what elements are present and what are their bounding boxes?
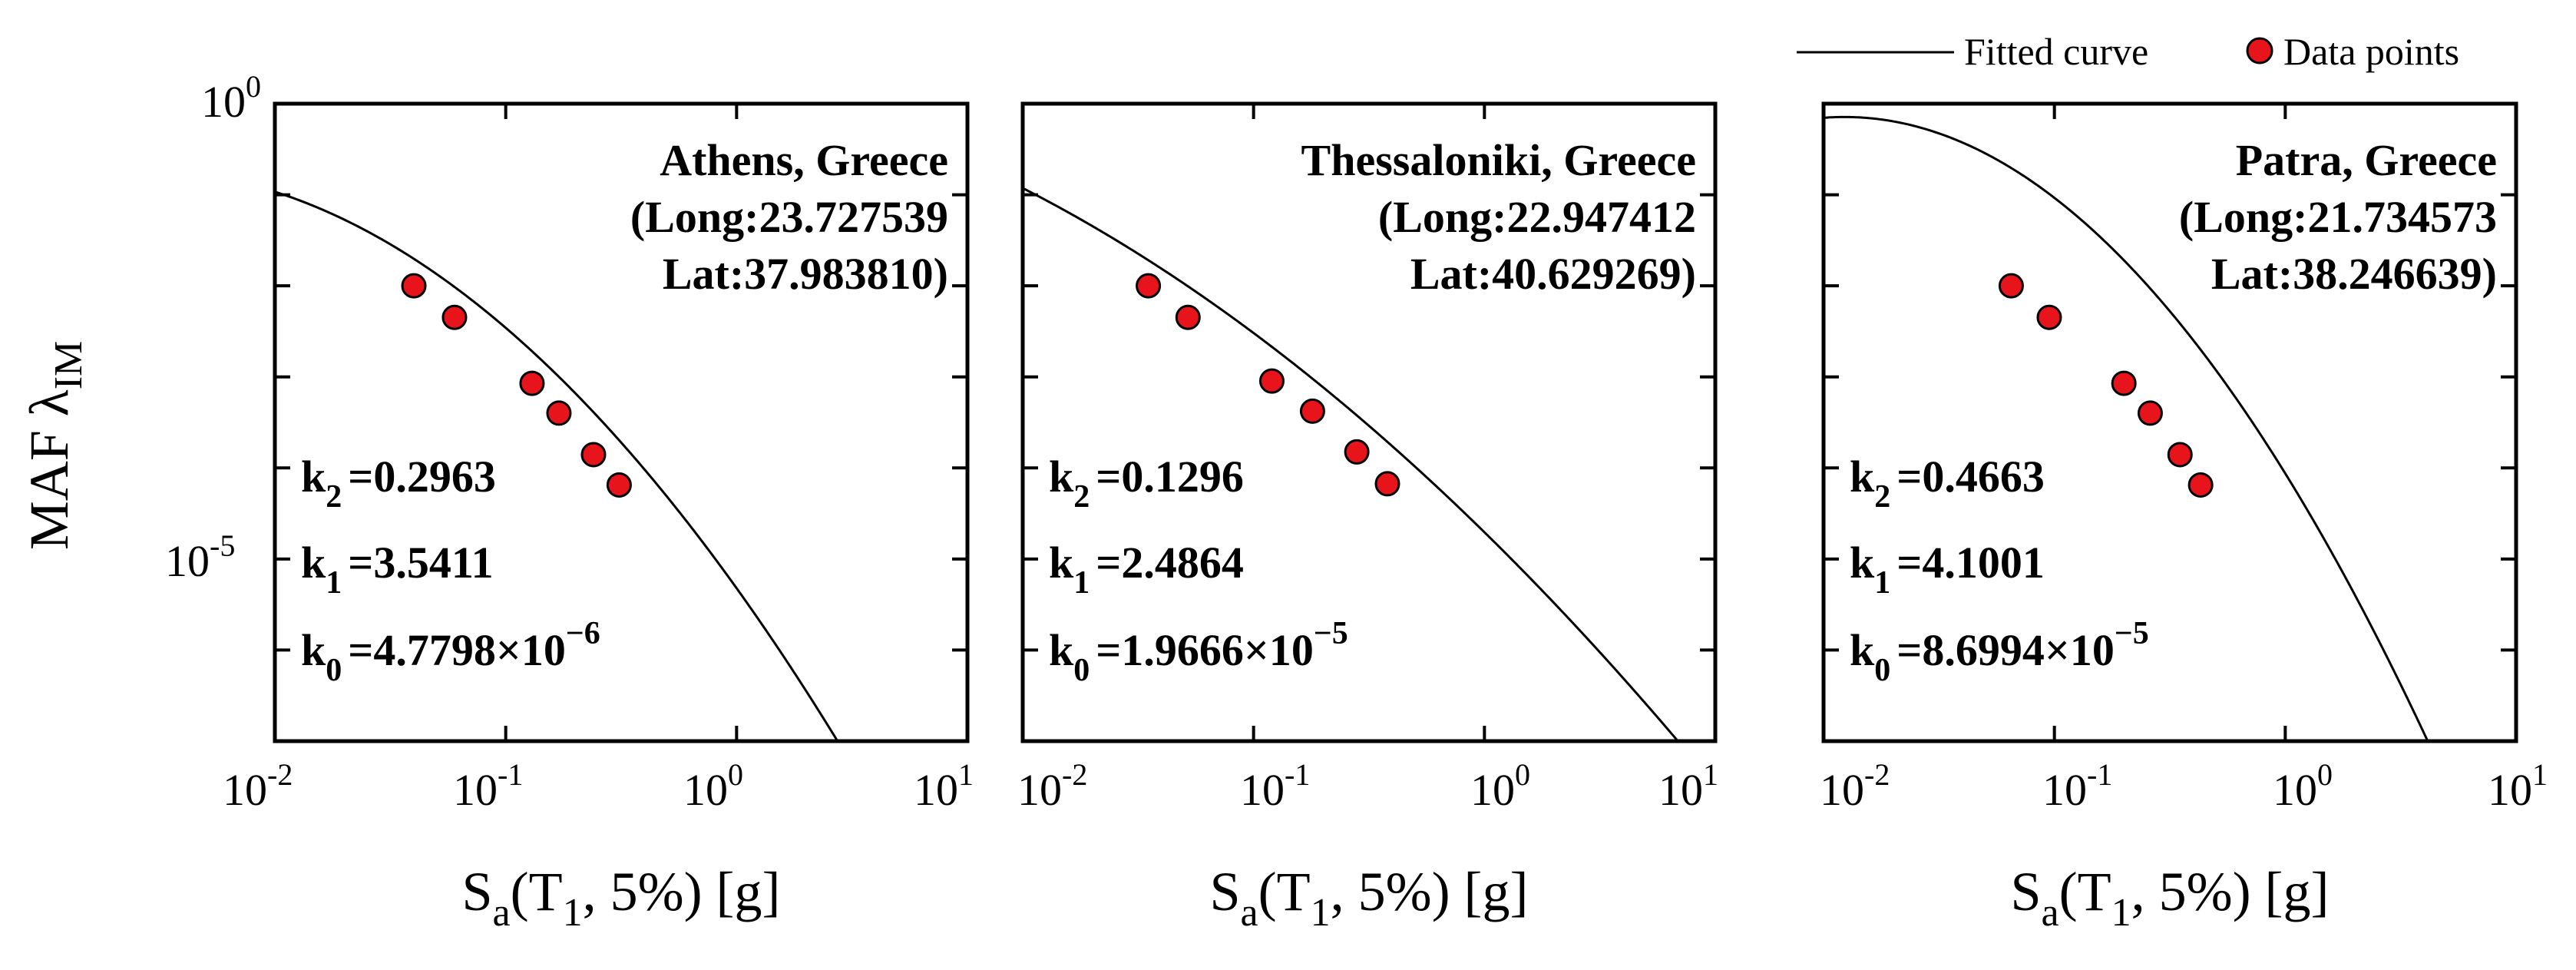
x-tick-label-1e1: 101 xyxy=(2488,757,2548,815)
data-point xyxy=(1175,304,1201,330)
data-point xyxy=(1374,471,1400,497)
data-points xyxy=(1998,273,2214,498)
y-tick-labels: 100 10-5 xyxy=(165,69,261,586)
data-point xyxy=(1299,398,1325,424)
legend-marker-label: Data points xyxy=(2283,30,2459,73)
location-longitude: (Long:21.734573 xyxy=(2179,192,2497,242)
svg-text:MAF λIM: MAF λIM xyxy=(18,341,91,551)
data-point xyxy=(1344,439,1370,465)
legend-marker-swatch xyxy=(2246,37,2273,65)
data-point xyxy=(2167,442,2193,468)
location-title: Athens, Greece xyxy=(660,135,948,185)
tick-marks xyxy=(1822,102,2518,743)
data-point xyxy=(1998,273,2024,299)
data-point xyxy=(2187,472,2214,498)
parameter-annotation: k2 =0.4663 k1 =4.1001 k0 =8.6994×10−5 xyxy=(1850,452,2149,688)
y-tick-label-1e-5: 10-5 xyxy=(165,528,235,586)
location-title: Patra, Greece xyxy=(2236,135,2497,185)
location-longitude: (Long:22.947412 xyxy=(1378,192,1696,242)
fitted-curve xyxy=(274,190,839,742)
data-points xyxy=(1136,273,1400,497)
y-axis-label-sub: IM xyxy=(47,341,91,390)
param-k2: k2 =0.1296 xyxy=(1049,452,1244,515)
data-point xyxy=(546,400,572,426)
x-tick-label-1e-1: 10-1 xyxy=(2042,757,2112,815)
plot-frame xyxy=(1020,101,1718,743)
x-tick-label-1e0: 100 xyxy=(683,757,743,815)
param-k0: k0 =8.6994×10−5 xyxy=(1850,616,2149,688)
data-point xyxy=(580,442,607,468)
x-tick-label-1e-2: 10-2 xyxy=(223,757,293,815)
panel-athens: 100 10-5 10-2 10-1 100 101 Sa(T1, 5%) [g… xyxy=(165,69,974,935)
data-point xyxy=(519,370,545,396)
x-tick-label-1e-1: 10-1 xyxy=(1240,757,1310,815)
location-longitude: (Long:23.727539 xyxy=(630,192,948,242)
data-point xyxy=(2036,304,2062,330)
x-tick-label-1e-2: 10-2 xyxy=(1820,757,1890,815)
plot-frame xyxy=(273,101,970,743)
param-k1: k1 =4.1001 xyxy=(1850,538,2045,601)
x-axis-label: Sa(T1, 5%) [g] xyxy=(2010,861,2329,935)
data-point xyxy=(1136,273,1162,299)
panel-patra: 10-2 10-1 100 101 Sa(T1, 5%) [g] Patra, … xyxy=(1820,101,2548,935)
x-tick-labels: 10-2 10-1 100 101 xyxy=(1017,757,1718,815)
data-point xyxy=(401,273,427,299)
param-k1: k1 =3.5411 xyxy=(301,538,494,601)
y-axis-label: MAF λIM xyxy=(18,341,91,551)
legend: Fitted curve Data points xyxy=(1797,30,2459,73)
param-k2: k2 =0.2963 xyxy=(301,452,496,515)
data-point xyxy=(2111,370,2137,396)
param-k2: k2 =0.4663 xyxy=(1850,452,2045,515)
parameter-annotation: k2 =0.2963 k1 =3.5411 k0 =4.7798×10−6 xyxy=(301,452,600,688)
data-point xyxy=(2137,400,2163,426)
param-k0: k0 =1.9666×10−5 xyxy=(1049,616,1348,688)
x-tick-labels: 10-2 10-1 100 101 xyxy=(223,757,974,815)
data-point xyxy=(606,472,632,498)
plot-frame xyxy=(1821,101,2518,743)
param-k0: k0 =4.7798×10−6 xyxy=(301,616,600,688)
tick-marks xyxy=(1021,102,1717,743)
x-tick-label-1e-1: 10-1 xyxy=(453,757,523,815)
location-latitude: Lat:38.246639) xyxy=(2211,249,2497,299)
x-tick-label-1e0: 100 xyxy=(2273,757,2333,815)
data-points xyxy=(401,273,632,498)
param-k1: k1 =2.4864 xyxy=(1049,538,1244,601)
y-tick-label-1e0: 100 xyxy=(201,69,261,127)
location-latitude: Lat:40.629269) xyxy=(1410,249,1696,299)
x-axis-label: Sa(T1, 5%) [g] xyxy=(1209,861,1528,935)
x-tick-label-1e1: 101 xyxy=(1658,757,1718,815)
location-title: Thessaloniki, Greece xyxy=(1301,135,1696,185)
x-tick-label-1e1: 101 xyxy=(914,757,974,815)
fitted-curve xyxy=(1823,115,2429,742)
x-axis-label: Sa(T1, 5%) [g] xyxy=(461,861,780,935)
x-tick-labels: 10-2 10-1 100 101 xyxy=(1820,757,2548,815)
location-annotation: Athens, Greece (Long:23.727539 Lat:37.98… xyxy=(630,135,948,299)
data-point xyxy=(441,304,468,330)
x-tick-label-1e0: 100 xyxy=(1470,757,1530,815)
panel-thessaloniki: 10-2 10-1 100 101 Sa(T1, 5%) [g] Thessal… xyxy=(1017,101,1718,935)
parameter-annotation: k2 =0.1296 k1 =2.4864 k0 =1.9666×10−5 xyxy=(1049,452,1348,688)
location-annotation: Thessaloniki, Greece (Long:22.947412 Lat… xyxy=(1301,135,1696,299)
legend-line-label: Fitted curve xyxy=(1964,30,2148,73)
location-annotation: Patra, Greece (Long:21.734573 Lat:38.246… xyxy=(2179,135,2497,299)
data-point xyxy=(1258,368,1285,394)
fitted-curve xyxy=(1022,187,1679,742)
location-latitude: Lat:37.983810) xyxy=(663,249,948,299)
x-tick-label-1e-2: 10-2 xyxy=(1017,757,1087,815)
y-axis-label-main: MAF λ xyxy=(18,389,80,550)
